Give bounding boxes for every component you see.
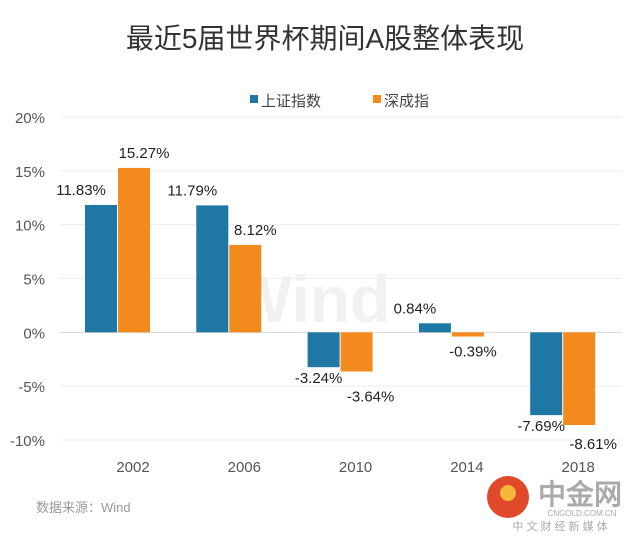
y-tick-label: -5% xyxy=(18,379,45,396)
legend: 上证指数 深成指 xyxy=(250,93,429,110)
x-tick-label: 2018 xyxy=(562,459,595,476)
legend-swatch-shanghai xyxy=(250,95,258,103)
data-label: -0.39% xyxy=(449,344,497,361)
y-tick-label: 5% xyxy=(23,272,45,289)
data-label: -7.69% xyxy=(517,418,565,435)
bar-shenzhen-2010 xyxy=(340,332,373,372)
bar-shenzhen-2018 xyxy=(563,332,596,426)
bar-shanghai-2002 xyxy=(85,204,117,333)
y-tick-label: 0% xyxy=(23,325,45,342)
logo-emblem-inner-icon xyxy=(500,485,516,501)
data-label: 11.79% xyxy=(167,182,217,199)
data-label: 8.12% xyxy=(234,222,277,239)
bar-shenzhen-2014 xyxy=(451,332,484,337)
legend-swatch-shenzhen xyxy=(373,95,381,103)
legend-label-shenzhen: 深成指 xyxy=(384,93,429,110)
data-label: 11.83% xyxy=(56,182,106,199)
source-note: 数据来源：Wind xyxy=(36,500,131,515)
bar-shanghai-2006 xyxy=(196,205,229,333)
bar-shanghai-2014 xyxy=(418,323,451,333)
x-tick-label: 2014 xyxy=(450,459,483,476)
y-tick-label: -10% xyxy=(10,433,45,450)
data-label: 15.27% xyxy=(119,145,170,162)
legend-label-shanghai: 上证指数 xyxy=(261,93,321,110)
y-tick-label: 10% xyxy=(15,218,45,235)
bar-shanghai-2018 xyxy=(530,332,563,416)
data-label: -3.64% xyxy=(347,389,395,406)
bar-shenzhen-2006 xyxy=(229,244,262,333)
data-label: 0.84% xyxy=(394,300,437,317)
logo-domain: CNGOLD.COM.CN xyxy=(548,509,617,518)
data-label: -8.61% xyxy=(569,436,617,453)
x-tick-label: 2002 xyxy=(116,459,149,476)
logo-tagline: 中 文 财 经 新 媒 体 xyxy=(512,519,607,533)
chart-title: 最近5届世界杯期间A股整体表现 xyxy=(126,23,524,54)
y-tick-label: 20% xyxy=(15,110,45,127)
data-label: -3.24% xyxy=(295,370,343,387)
y-tick-label: 15% xyxy=(15,164,45,181)
logo-name: 中金网 xyxy=(538,478,622,510)
x-tick-label: 2010 xyxy=(339,459,372,476)
x-tick-label: 2006 xyxy=(228,459,261,476)
bar-shenzhen-2002 xyxy=(118,167,150,333)
bar-shanghai-2010 xyxy=(307,332,340,368)
cngold-logo: 中金网 CNGOLD.COM.CN 中 文 财 经 新 媒 体 xyxy=(487,476,622,533)
